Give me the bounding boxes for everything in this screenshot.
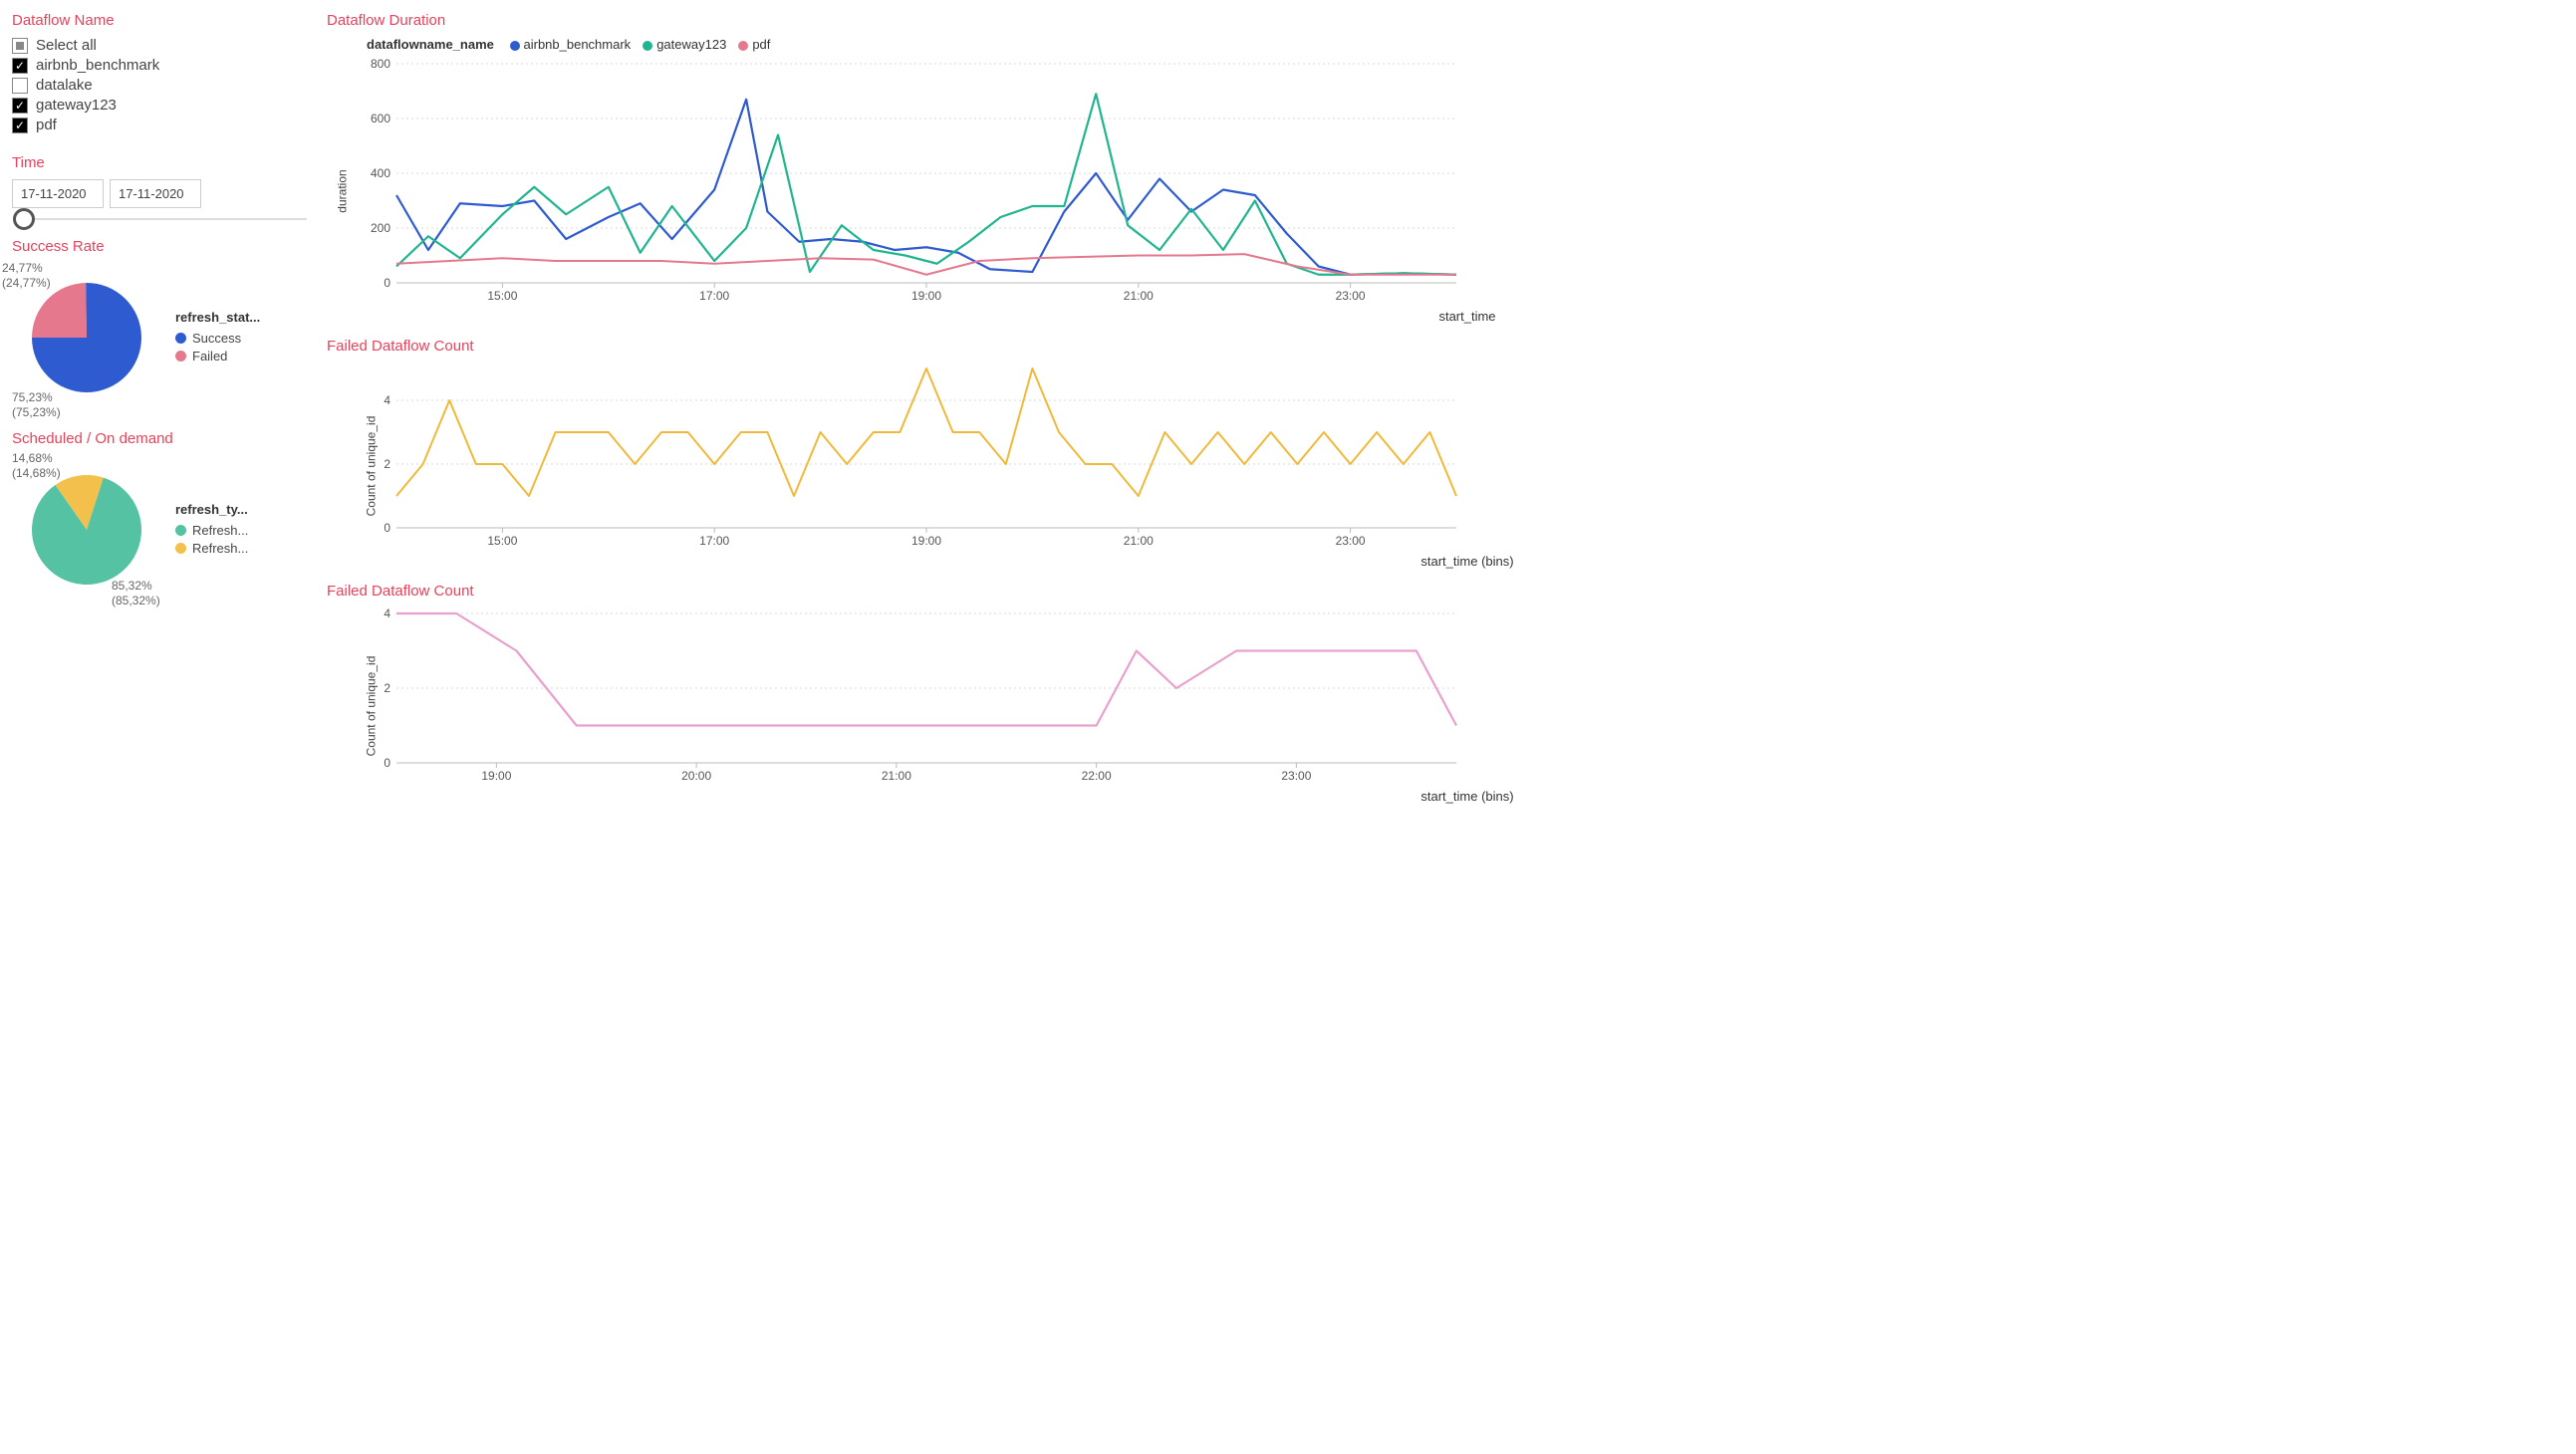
duration-ylabel: duration xyxy=(336,169,350,212)
filter-label: pdf xyxy=(36,117,57,133)
legend-dot-gateway123 xyxy=(643,41,652,51)
svg-text:19:00: 19:00 xyxy=(911,289,941,303)
pie-label-scheduled: 85,32%(85,32%) xyxy=(112,579,160,608)
failed-count-2-section: Failed Dataflow Count Count of unique_id… xyxy=(327,583,2564,804)
legend-dot-airbnb_benchmark xyxy=(510,41,520,51)
scheduled-title: Scheduled / On demand xyxy=(12,430,311,447)
time-title: Time xyxy=(12,154,311,171)
svg-text:15:00: 15:00 xyxy=(487,534,517,548)
failed-count-2-chart: 0 2 4 19:00 20:00 21:00 22:00 23:00 xyxy=(371,607,1466,787)
svg-text:4: 4 xyxy=(384,393,390,407)
checkbox-pdf[interactable] xyxy=(12,118,28,133)
legend-swatch xyxy=(175,543,186,554)
checkbox-select-all[interactable] xyxy=(12,38,28,54)
failed-count-1-section: Failed Dataflow Count Count of unique_id… xyxy=(327,338,2564,569)
legend-label: Failed xyxy=(192,349,227,364)
filter-item-datalake[interactable]: datalake xyxy=(12,77,311,94)
svg-text:0: 0 xyxy=(384,276,390,290)
pie-label-ondemand: 14,68%(14,68%) xyxy=(12,451,61,481)
svg-text:17:00: 17:00 xyxy=(699,289,729,303)
legend-label: Refresh... xyxy=(192,523,248,538)
svg-text:400: 400 xyxy=(371,166,390,180)
svg-text:23:00: 23:00 xyxy=(1281,769,1311,783)
failed2-xlabel: start_time (bins) xyxy=(371,789,2564,804)
pie-slice-Failed xyxy=(32,283,87,338)
checkbox-gateway123[interactable] xyxy=(12,98,28,114)
success-legend-title: refresh_stat... xyxy=(175,310,260,325)
svg-text:0: 0 xyxy=(384,521,390,535)
svg-text:21:00: 21:00 xyxy=(1124,534,1154,548)
time-to-input[interactable] xyxy=(110,179,201,208)
svg-text:15:00: 15:00 xyxy=(487,289,517,303)
svg-text:22:00: 22:00 xyxy=(1082,769,1112,783)
checkbox-datalake[interactable] xyxy=(12,78,28,94)
select-all-row[interactable]: Select all xyxy=(12,37,311,54)
failed-count-1-chart: 0 2 4 15:00 17:00 19:00 21:00 23:00 xyxy=(371,363,1466,552)
svg-text:19:00: 19:00 xyxy=(911,534,941,548)
svg-text:19:00: 19:00 xyxy=(481,769,511,783)
success-rate-section: Success Rate 24,77%(24,77%)75,23%(75,23%… xyxy=(12,238,311,412)
series-failed1 xyxy=(396,368,1456,496)
legend-swatch xyxy=(175,351,186,362)
legend-swatch xyxy=(175,525,186,536)
success-rate-title: Success Rate xyxy=(12,238,311,255)
select-all-label: Select all xyxy=(36,37,97,54)
time-slider[interactable] xyxy=(24,218,307,220)
legend-swatch xyxy=(175,333,186,344)
checkbox-airbnb_benchmark[interactable] xyxy=(12,58,28,74)
filter-item-pdf[interactable]: pdf xyxy=(12,117,311,133)
legend-row-Failed: Failed xyxy=(175,349,260,364)
duration-xlabel: start_time xyxy=(371,309,2564,324)
failed1-xlabel: start_time (bins) xyxy=(371,554,2564,569)
svg-text:23:00: 23:00 xyxy=(1336,289,1366,303)
svg-text:20:00: 20:00 xyxy=(681,769,711,783)
legend-text-pdf: pdf xyxy=(752,37,770,52)
svg-text:4: 4 xyxy=(384,607,390,620)
legend-label: Success xyxy=(192,331,241,346)
pie-label-failed: 24,77%(24,77%) xyxy=(2,261,51,291)
legend-label: Refresh... xyxy=(192,541,248,556)
failed2-title: Failed Dataflow Count xyxy=(327,583,2564,600)
legend-row-Refresh...: Refresh... xyxy=(175,523,248,538)
series-airbnb_benchmark xyxy=(396,100,1456,275)
failed1-title: Failed Dataflow Count xyxy=(327,338,2564,355)
legend-dot-pdf xyxy=(738,41,748,51)
series-pdf xyxy=(396,254,1456,275)
failed1-ylabel: Count of unique_id xyxy=(364,415,378,516)
time-slider-thumb[interactable] xyxy=(13,208,35,230)
legend-text-gateway123: gateway123 xyxy=(656,37,726,52)
svg-text:600: 600 xyxy=(371,112,390,125)
svg-text:2: 2 xyxy=(384,681,390,695)
dataflow-name-filter: Dataflow Name Select all airbnb_benchmar… xyxy=(12,12,311,136)
svg-text:17:00: 17:00 xyxy=(699,534,729,548)
duration-title: Dataflow Duration xyxy=(327,12,2564,29)
scheduled-section: Scheduled / On demand 14,68%(14,68%) 85,3… xyxy=(12,430,311,605)
scheduled-legend-title: refresh_ty... xyxy=(175,502,248,517)
svg-text:23:00: 23:00 xyxy=(1336,534,1366,548)
series-failed2 xyxy=(396,613,1456,726)
legend-text-airbnb_benchmark: airbnb_benchmark xyxy=(524,37,632,52)
svg-text:21:00: 21:00 xyxy=(1124,289,1154,303)
svg-text:0: 0 xyxy=(384,756,390,770)
svg-text:2: 2 xyxy=(384,457,390,471)
duration-legend-label: dataflowname_name xyxy=(367,37,494,52)
filter-title: Dataflow Name xyxy=(12,12,311,29)
legend-row-Refresh...: Refresh... xyxy=(175,541,248,556)
svg-text:800: 800 xyxy=(371,58,390,71)
svg-text:200: 200 xyxy=(371,221,390,235)
duration-chart-section: Dataflow Duration dataflowname_name airb… xyxy=(327,12,2564,324)
filter-item-airbnb_benchmark[interactable]: airbnb_benchmark xyxy=(12,57,311,74)
svg-text:21:00: 21:00 xyxy=(882,769,911,783)
pie-label-success: 75,23%(75,23%) xyxy=(12,390,61,420)
time-filter: Time xyxy=(12,154,311,220)
time-from-input[interactable] xyxy=(12,179,104,208)
filter-label: gateway123 xyxy=(36,97,117,114)
filter-label: airbnb_benchmark xyxy=(36,57,159,74)
filter-item-gateway123[interactable]: gateway123 xyxy=(12,97,311,114)
duration-chart: 0 200 400 600 800 15:00 17:00 19:00 21:00 23:00 xyxy=(371,58,1466,307)
failed2-ylabel: Count of unique_id xyxy=(364,655,378,756)
filter-label: datalake xyxy=(36,77,93,94)
legend-row-Success: Success xyxy=(175,331,260,346)
duration-legend: dataflowname_name airbnb_benchmark gatewa… xyxy=(367,37,2564,52)
